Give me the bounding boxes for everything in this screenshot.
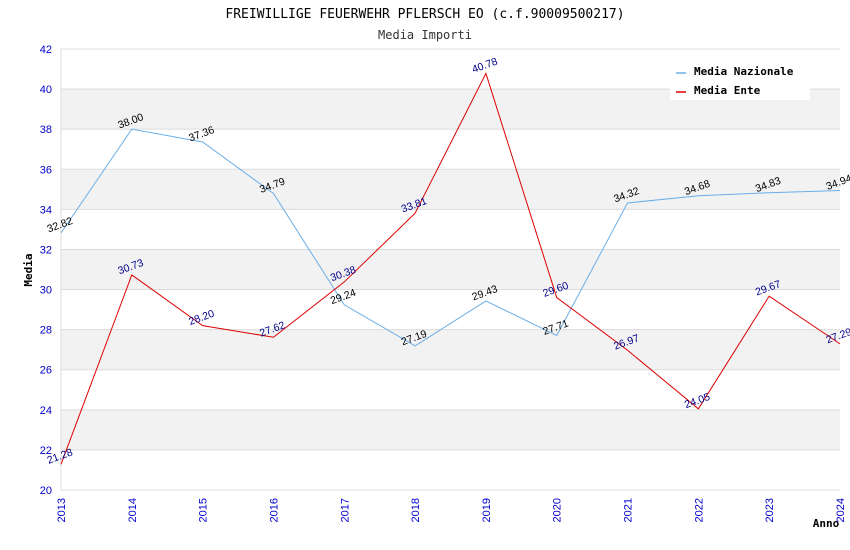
chart-subtitle: Media Importi [378, 28, 472, 42]
legend-label-media-nazionale: Media Nazionale [694, 65, 794, 78]
x-tick-label: 2023 [764, 498, 776, 522]
legend: Media Nazionale Media Ente [670, 60, 810, 100]
background-band [61, 169, 840, 210]
data-label: 32.82 [46, 215, 75, 235]
y-tick-label: 24 [40, 405, 52, 417]
x-axis-label: Anno [813, 517, 840, 530]
x-tick-label: 2017 [339, 498, 351, 522]
y-tick-label: 34 [40, 204, 52, 216]
series-line-media-nazionale [60, 128, 841, 347]
legend-box [670, 60, 810, 100]
background-band [61, 409, 840, 450]
y-axis-label: Media [22, 253, 35, 286]
y-axis-ticks: 20 22 24 26 28 30 32 34 36 38 40 42 [40, 44, 52, 497]
y-tick-label: 32 [40, 244, 52, 256]
y-tick-label: 28 [40, 325, 52, 337]
y-tick-label: 30 [40, 285, 52, 297]
y-tick-label: 20 [40, 485, 52, 497]
x-tick-label: 2019 [481, 498, 493, 522]
data-label: 40.78 [470, 55, 499, 75]
x-tick-label: 2018 [410, 498, 422, 522]
x-tick-label: 2014 [127, 498, 139, 522]
x-tick-label: 2020 [552, 498, 564, 522]
y-tick-label: 38 [40, 124, 52, 136]
series-lines [60, 72, 841, 465]
y-tick-label: 26 [40, 365, 52, 377]
background-band [61, 249, 840, 290]
background-bands [61, 89, 840, 450]
x-tick-label: 2024 [835, 498, 847, 522]
grid-lines [60, 48, 840, 491]
series-line-media-ente [60, 72, 841, 465]
legend-label-media-ente: Media Ente [694, 84, 761, 97]
y-tick-label: 42 [40, 44, 52, 56]
x-tick-label: 2022 [693, 498, 705, 522]
y-tick-label: 22 [40, 445, 52, 457]
chart-title: FREIWILLIGE FEUERWEHR PFLERSCH EO (c.f.9… [225, 7, 624, 22]
x-axis-ticks: 2013 2014 2015 2016 2017 2018 2019 2020 2021 2022… [56, 498, 847, 522]
y-tick-label: 40 [40, 84, 52, 96]
x-tick-label: 2021 [623, 498, 635, 522]
x-tick-label: 2013 [56, 498, 68, 522]
x-tick-label: 2016 [268, 498, 280, 522]
background-band [61, 329, 840, 370]
y-tick-label: 36 [40, 164, 52, 176]
x-tick-label: 2015 [198, 498, 210, 522]
